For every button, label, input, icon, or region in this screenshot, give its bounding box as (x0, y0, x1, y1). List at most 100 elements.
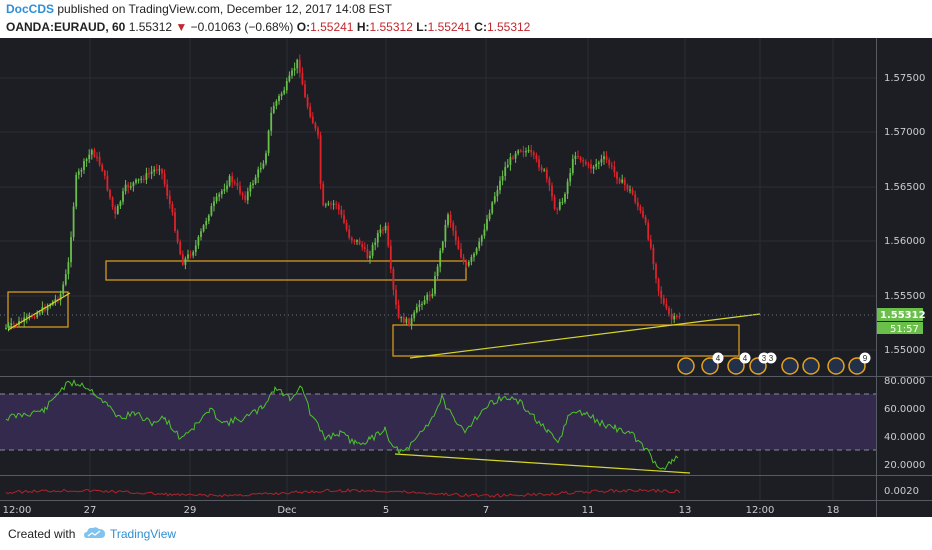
trendline-price[interactable] (409, 313, 761, 359)
candle-body (231, 176, 234, 183)
candle-body (275, 101, 278, 106)
price-tick: 1.55000 (884, 345, 925, 356)
candle-body (668, 308, 670, 314)
candle-body (98, 156, 101, 165)
candle-body (25, 316, 28, 318)
candle-body (670, 313, 673, 320)
event-markers[interactable]: 4 4 3 3 9 (677, 352, 871, 375)
candle-body (571, 159, 574, 174)
countdown-tag (877, 322, 923, 334)
candle-body (558, 201, 561, 210)
candle-body (603, 156, 605, 160)
candle-body (70, 237, 72, 263)
candle-body (174, 212, 176, 231)
candle-body (137, 179, 140, 181)
zone-bottom[interactable] (392, 324, 740, 357)
rsi-tick: 80.0000 (884, 376, 925, 387)
price-axis[interactable]: 1.57500 1.57000 1.56500 1.56000 1.55500 … (884, 73, 925, 356)
zone-left[interactable] (7, 291, 69, 328)
price-change: −0.01063 (−0.68%) (190, 20, 294, 34)
chart-canvas[interactable]: 4 4 3 3 9 1.57500 1.57000 1.56500 1.5600… (0, 38, 932, 517)
candle-body (527, 149, 530, 152)
candle-body (569, 173, 572, 182)
high-value: 1.55312 (369, 20, 413, 34)
trendline-left[interactable] (7, 292, 71, 331)
event-count-badge (765, 352, 777, 364)
event-count-text: 4 (716, 354, 721, 363)
rsi-axis[interactable]: 80.0000 60.0000 40.0000 20.0000 (884, 376, 925, 471)
candle-body (678, 316, 681, 318)
support-zones[interactable] (7, 260, 740, 357)
candle-body (145, 173, 148, 180)
flag-icon[interactable] (701, 357, 719, 375)
candle-body (257, 169, 260, 178)
candle-body (194, 245, 197, 253)
candle-body (530, 149, 533, 153)
event-count-text: 4 (743, 354, 748, 363)
candle-body (408, 318, 410, 326)
open-label: O: (296, 20, 311, 34)
low-value: 1.55241 (427, 20, 471, 34)
candle-body (291, 70, 293, 76)
flag-icon[interactable] (827, 357, 845, 375)
time-label: 11 (582, 505, 595, 516)
candle-body (114, 207, 117, 214)
close-label: C: (474, 20, 487, 34)
rsi-tick: 20.0000 (884, 460, 925, 471)
candle-body (642, 210, 644, 217)
author-name[interactable]: DocCDS (6, 2, 55, 16)
candle-body (644, 216, 647, 223)
trendline-rsi[interactable] (394, 453, 691, 474)
candle-body (512, 157, 514, 159)
rsi-line[interactable] (5, 379, 679, 471)
candle-body (187, 254, 189, 259)
candle-body (215, 196, 218, 202)
candle-body (267, 130, 270, 154)
candle-body (415, 306, 418, 313)
candlestick-series[interactable] (5, 54, 681, 332)
candle-body (168, 195, 171, 205)
candle-body (470, 257, 473, 262)
last-price-tag (877, 308, 923, 321)
candle-body (132, 182, 135, 187)
candle-body (639, 206, 642, 211)
candle-body (296, 59, 299, 69)
candle-body (353, 240, 356, 242)
flag-icon[interactable] (848, 357, 866, 375)
flag-icon[interactable] (727, 357, 745, 375)
candle-body (171, 204, 174, 213)
tradingview-cloud-icon[interactable] (84, 526, 106, 540)
candle-body (649, 239, 652, 248)
time-axis[interactable]: 12:00 27 29 Dec 5 7 11 13 12:00 18 (3, 505, 840, 516)
candle-body (330, 203, 332, 205)
price-scale-background[interactable] (876, 38, 932, 517)
candle-body (124, 184, 127, 192)
candle-body (306, 96, 309, 107)
candle-body (158, 169, 161, 171)
flag-icon[interactable] (781, 357, 799, 375)
symbol-label[interactable]: OANDA:EURAUD, 60 (6, 20, 126, 34)
candle-body (629, 189, 631, 191)
candle-body (460, 248, 462, 258)
candle-body (111, 197, 114, 208)
candle-body (150, 171, 153, 174)
candle-body (254, 177, 257, 184)
zone-mid[interactable] (105, 260, 467, 281)
macd-line[interactable] (5, 488, 681, 498)
candle-body (259, 167, 262, 170)
candle-body (457, 240, 460, 249)
chart-svg[interactable]: 4 4 3 3 9 1.57500 1.57000 1.56500 1.5600… (0, 38, 932, 517)
close-value: 1.55312 (486, 20, 531, 34)
candle-body (605, 156, 608, 160)
candle-body (405, 318, 408, 323)
candle-body (96, 156, 98, 158)
tradingview-link[interactable]: TradingView (110, 527, 177, 541)
trendlines[interactable] (7, 292, 761, 474)
candle-body (129, 186, 132, 188)
candle-body (553, 196, 556, 209)
flag-icon[interactable] (677, 357, 695, 375)
low-label: L: (416, 20, 428, 34)
flag-icon[interactable] (802, 357, 820, 375)
candle-body (660, 290, 663, 299)
candle-body (46, 306, 49, 311)
